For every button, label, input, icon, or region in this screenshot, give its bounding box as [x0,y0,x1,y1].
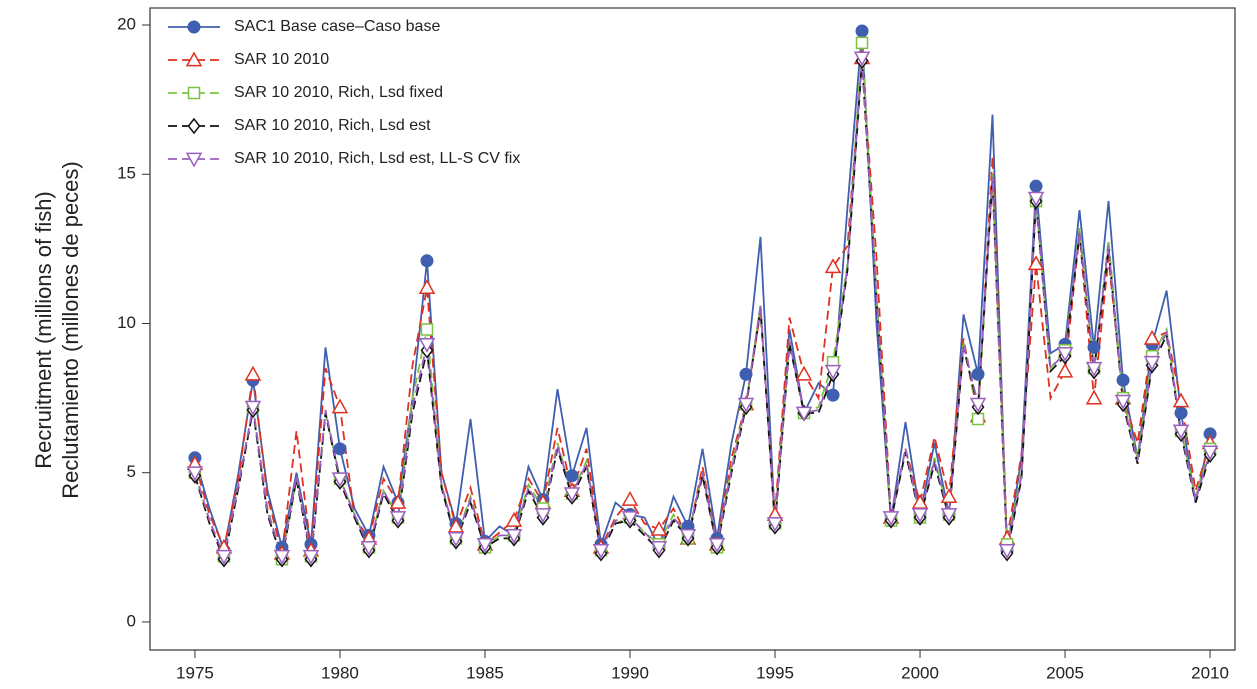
marker [1116,373,1130,387]
marker [795,406,813,422]
marker [1029,179,1043,193]
marker [273,549,291,565]
marker [708,537,726,553]
y-tick-label: 20 [117,14,136,33]
legend-label: SAR 10 2010 [234,51,329,68]
marker [476,537,494,553]
marker [855,36,869,50]
series-line [194,30,1211,554]
marker [418,279,436,295]
marker [592,543,610,559]
plot-frame [149,7,1236,651]
marker [331,398,349,414]
y-tick-label: 0 [127,611,136,630]
marker [1087,340,1101,354]
marker [998,543,1016,559]
marker [360,540,378,556]
marker [534,508,552,524]
legend-label: SAR 10 2010, Rich, Lsd est, LL-S CV fix [234,150,520,167]
marker [389,494,407,509]
marker [563,487,581,503]
marker [1085,389,1103,405]
marker [302,549,320,565]
marker [679,529,697,544]
marker [505,511,523,527]
marker [853,51,871,67]
marker [1174,406,1188,420]
marker [795,365,813,381]
marker [971,412,985,426]
marker [739,367,753,381]
marker [1143,355,1161,371]
legend-label: SAR 10 2010, Rich, Lsd fixed [234,84,443,101]
series-line [194,60,1211,563]
marker [1143,329,1161,345]
marker [186,466,204,482]
marker [1056,346,1074,362]
marker [244,400,262,416]
marker [333,442,347,456]
marker [969,397,987,413]
marker [185,152,203,168]
marker [882,511,900,527]
y-tick-label: 5 [127,462,136,481]
marker [418,338,436,353]
marker [420,254,434,268]
y-axis-label: Reclutamiento (millones de peces) [58,161,83,499]
marker [1172,424,1190,440]
marker [911,508,929,524]
y-axis-label: Recruitment (millions of fish) [31,191,56,469]
marker [826,388,840,402]
x-tick-label: 1985 [466,663,504,682]
x-tick-label: 1995 [756,663,794,682]
marker [331,472,349,488]
marker [1172,392,1190,408]
marker [971,367,985,381]
y-tick-label: 15 [117,164,136,183]
marker [565,469,579,483]
marker [1027,255,1045,271]
legend-label: SAC1 Base case–Caso base [234,18,440,35]
marker [447,532,465,547]
marker [187,86,201,100]
marker [940,508,958,524]
marker [855,24,869,38]
marker [244,365,262,381]
x-tick-label: 2000 [901,663,939,682]
marker [650,520,668,536]
y-tick-label: 10 [117,313,136,332]
marker [824,364,842,380]
marker [940,488,958,503]
marker [1027,191,1045,207]
x-tick-label: 2005 [1046,663,1084,682]
legend-label: SAR 10 2010, Rich, Lsd est [234,117,431,134]
marker [621,511,639,527]
marker [824,258,842,274]
marker [1114,394,1132,410]
marker [1201,445,1219,461]
marker [389,511,407,527]
marker [420,323,434,336]
marker [737,397,755,413]
marker [187,117,201,135]
marker [1056,362,1074,378]
x-tick-label: 1980 [321,663,359,682]
marker [505,529,523,544]
marker [621,491,639,506]
marker [766,517,784,532]
marker [1085,361,1103,377]
marker [187,20,201,34]
x-tick-label: 2010 [1191,663,1229,682]
marker [215,549,233,565]
series-line [194,57,1211,560]
x-tick-label: 1975 [176,663,214,682]
marker [185,51,203,67]
x-tick-label: 1990 [611,663,649,682]
marker [650,540,668,556]
